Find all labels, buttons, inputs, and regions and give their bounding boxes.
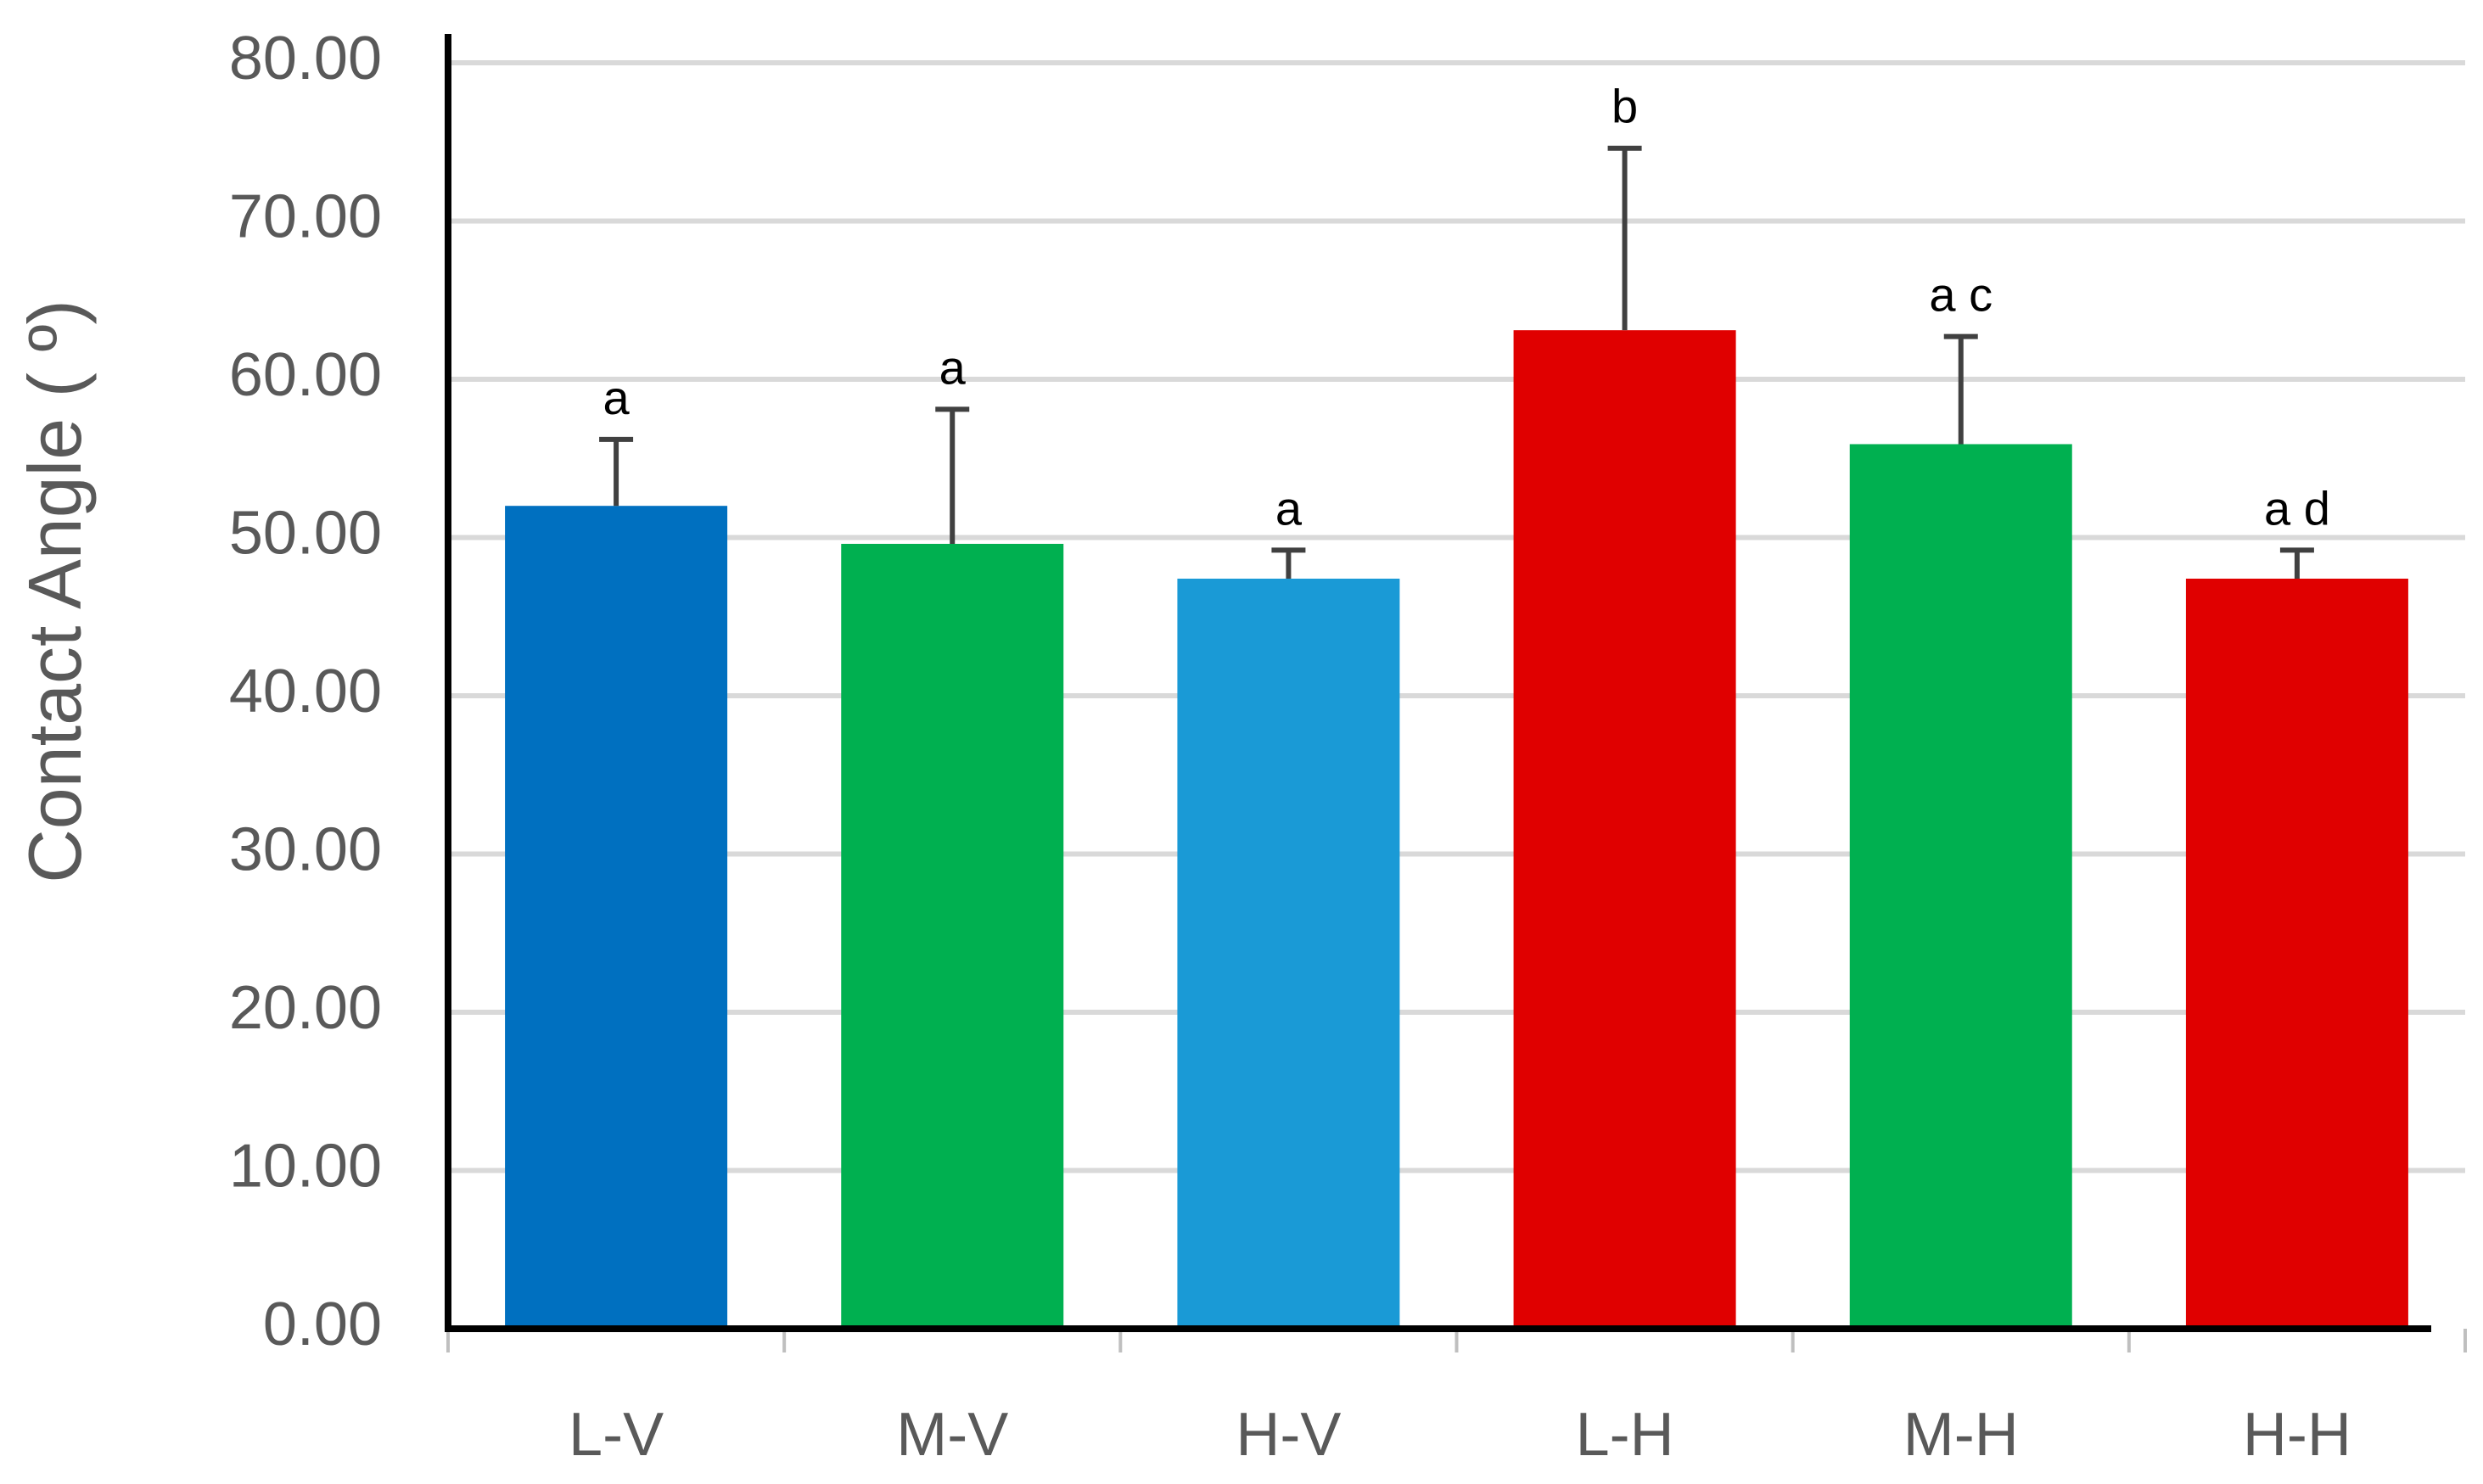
y-tick-label: 20.00 xyxy=(229,974,382,1042)
significance-label: a xyxy=(603,371,631,424)
bar-l-h xyxy=(1513,330,1736,1329)
error-bars xyxy=(599,145,2314,579)
significance-label: b xyxy=(1611,80,1638,133)
y-axis-label: Contact Angle ( º) xyxy=(13,300,97,883)
significance-label: a c xyxy=(1929,268,1993,322)
y-tick-label: 30.00 xyxy=(229,816,382,884)
bar-h-h xyxy=(2185,578,2408,1329)
x-tick-label: H-V xyxy=(1236,1401,1341,1469)
y-tick-label: 40.00 xyxy=(229,658,382,725)
y-tick-label: 50.00 xyxy=(229,500,382,568)
x-tick-label: M-V xyxy=(896,1401,1008,1469)
significance-label: a d xyxy=(2264,481,2330,535)
gridlines xyxy=(448,60,2465,1173)
axes xyxy=(445,34,2467,1352)
x-tick-label: L-V xyxy=(569,1401,664,1469)
x-tick-label: M-H xyxy=(1903,1401,2019,1469)
y-tick-label: 70.00 xyxy=(229,183,382,251)
y-tick-label: 80.00 xyxy=(229,25,382,92)
bar-m-h xyxy=(1849,444,2072,1329)
y-tick-label: 0.00 xyxy=(263,1291,382,1358)
bar-h-v xyxy=(1177,578,1400,1329)
x-tick-label: H-H xyxy=(2243,1401,2351,1469)
bars xyxy=(505,330,2408,1329)
labels: 0.00 10.00 20.00 30.00 40.00 50.00 60.00 70.00 8… xyxy=(229,25,2351,1469)
bar-m-v xyxy=(841,543,1064,1329)
x-tick-label: L-H xyxy=(1576,1401,1674,1469)
significance-label: a xyxy=(1275,481,1303,535)
y-tick-label: 60.00 xyxy=(229,341,382,409)
y-tick-label: 10.00 xyxy=(229,1133,382,1201)
bar-l-v xyxy=(505,506,728,1329)
significance-label: a xyxy=(939,340,967,394)
